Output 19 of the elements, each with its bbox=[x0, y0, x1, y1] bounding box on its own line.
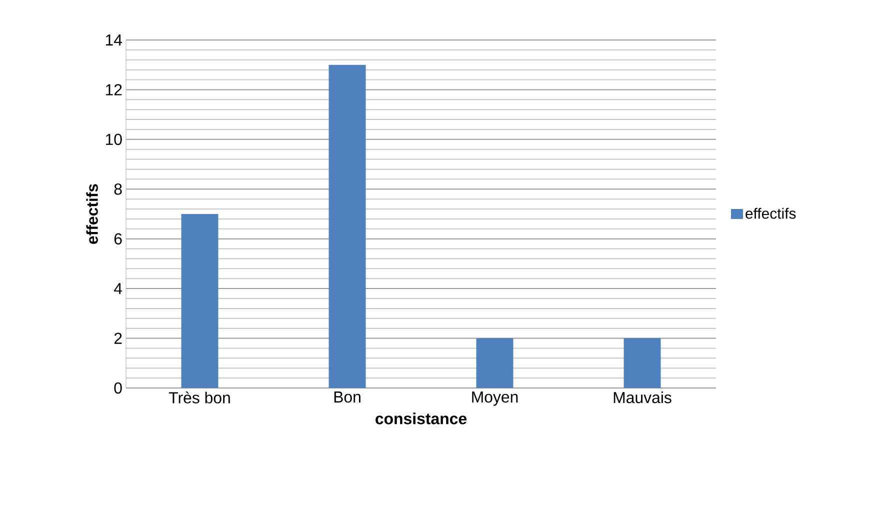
x-tick-label: Moyen bbox=[472, 392, 518, 406]
y-tick-label: 12 bbox=[106, 84, 122, 96]
legend-label: effectifs bbox=[746, 208, 796, 219]
x-tick-label: Très bon bbox=[168, 392, 230, 404]
bar bbox=[624, 338, 661, 388]
y-tick-label: 2 bbox=[114, 332, 122, 344]
x-tick-label: Bon bbox=[334, 392, 360, 403]
bar bbox=[328, 64, 366, 388]
bar bbox=[476, 338, 514, 388]
y-tick-label: 14 bbox=[106, 34, 122, 46]
x-tick-label: Mauvais bbox=[614, 392, 672, 404]
y-tick-label: 0 bbox=[114, 382, 122, 394]
y-tick-label: 4 bbox=[114, 283, 122, 294]
y-tick-label: 10 bbox=[106, 134, 122, 146]
y-tick-label: 6 bbox=[114, 233, 122, 244]
x-axis-title: consistance bbox=[376, 412, 467, 424]
bar bbox=[181, 214, 218, 388]
y-axis-title: effectifs bbox=[86, 184, 98, 244]
y-tick-label: 8 bbox=[114, 183, 122, 195]
